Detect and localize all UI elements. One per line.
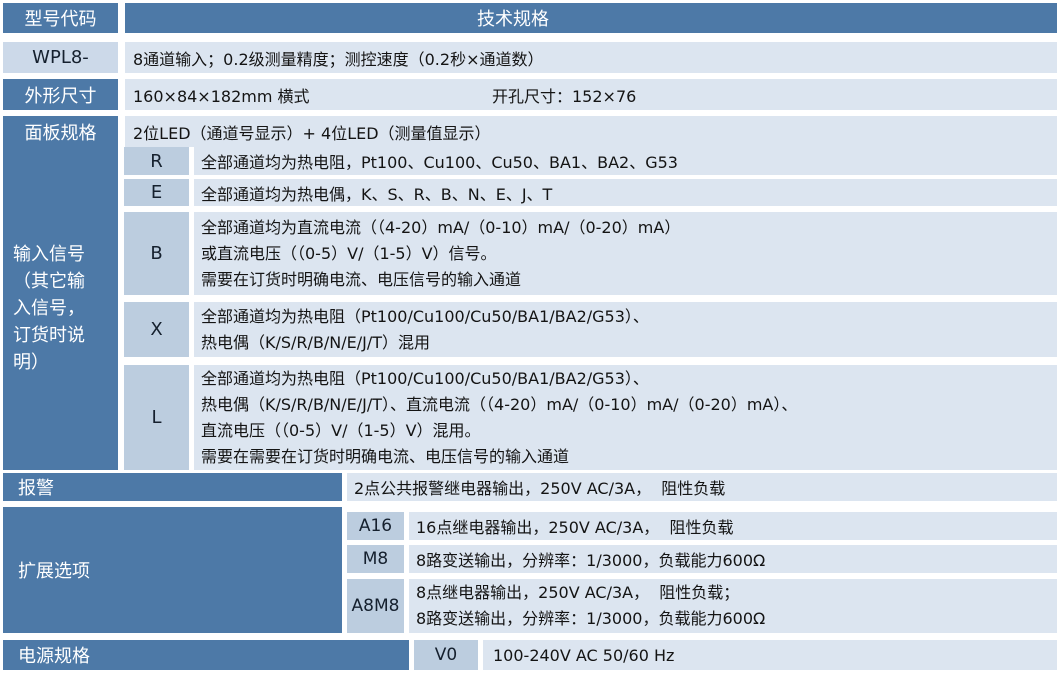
expansion-code-A16: A16	[347, 512, 404, 540]
panel-label-cell: 面板规格	[3, 116, 118, 147]
power-value-cell: 100-240V AC 50/60 Hz	[483, 640, 1057, 670]
option-desc-line: 热电偶（K/S/R/B/N/E/J/T）混用	[201, 332, 431, 352]
alarm-label-cell: 报警	[3, 473, 342, 501]
option-code-B: B	[124, 212, 189, 295]
option-desc-line: 热电偶（K/S/R/B/N/E/J/T）、直流电流（（4-20）mA/（0-10…	[201, 394, 798, 414]
panel-value-cell: 2位LED（通道号显示）+ 4位LED（测量值显示）	[125, 116, 1057, 147]
expansion-desc-line: 8路变送输出，分辨率：1/3000，负载能力600Ω	[416, 609, 766, 628]
expansion-desc-A8M8: 8点继电器输出，250V AC/3A， 阻性负载； 8路变送输出，分辨率：1/3…	[409, 579, 1057, 633]
header-tech-spec-cell: 技术规格	[125, 3, 1057, 33]
option-code-X: X	[124, 302, 189, 357]
option-desc-line: 需要在订货时明确电流、电压信号的输入通道	[201, 269, 522, 289]
option-desc-line: 全部通道均为热电阻（Pt100/Cu100/Cu50/BA1/BA2/G53）、	[201, 368, 649, 388]
cutout-size: 开孔尺寸：152×76	[492, 86, 637, 106]
power-label-cell: 电源规格	[3, 640, 409, 670]
input-signal-label-line: 订货时说	[13, 325, 85, 346]
option-desc-line: 全部通道均为热电阻（Pt100/Cu100/Cu50/BA1/BA2/G53）、	[201, 306, 649, 326]
expansion-code-A8M8: A8M8	[347, 579, 404, 633]
input-signal-label-line: （其它输	[13, 271, 85, 292]
model-desc-cell: 8通道输入；0.2级测量精度；测控速度（0.2秒×通道数）	[125, 42, 1057, 73]
expansion-desc-A16: 16点继电器输出，250V AC/3A， 阻性负载	[409, 512, 1057, 540]
option-desc-line: 全部通道均为直流电流（（4-20）mA/（0-10）mA/（0-20）mA）	[201, 217, 681, 237]
option-desc-B: 全部通道均为直流电流（（4-20）mA/（0-10）mA/（0-20）mA） 或…	[194, 212, 1057, 295]
option-desc-line: 需要在需要在订货时明确电流、电压信号的输入通道	[201, 446, 570, 466]
expansion-desc-M8: 8路变送输出，分辨率：1/3000，负载能力600Ω	[409, 545, 1057, 573]
input-signal-label-cell: 输入信号 （其它输 入信号， 订货时说 明）	[3, 147, 118, 470]
input-signal-label-line: 入信号，	[13, 298, 85, 319]
option-desc-L: 全部通道均为热电阻（Pt100/Cu100/Cu50/BA1/BA2/G53）、…	[194, 365, 1057, 470]
option-desc-line: 直流电压（（0-5）V/（1-5）V）混用。	[201, 420, 481, 440]
expansion-label-cell: 扩展选项	[3, 507, 342, 633]
option-code-L: L	[124, 365, 189, 470]
header-model-code-cell: 型号代码	[3, 3, 118, 33]
alarm-value-cell: 2点公共报警继电器输出，250V AC/3A， 阻性负载	[347, 473, 1057, 501]
power-code-V0: V0	[414, 640, 478, 670]
dimensions-value: 160×84×182mm 横式	[133, 86, 310, 106]
input-signal-label-line: 明）	[13, 352, 49, 373]
dimensions-value-cell: 160×84×182mm 横式 开孔尺寸：152×76	[125, 79, 1057, 110]
expansion-code-M8: M8	[347, 545, 404, 573]
option-desc-line: 或直流电压（（0-5）V/（1-5）V）信号。	[201, 243, 497, 263]
option-desc-E: 全部通道均为热电偶，K、S、R、B、N、E、J、T	[194, 179, 1057, 206]
option-code-R: R	[124, 147, 189, 175]
model-code-cell: WPL8-	[3, 42, 118, 73]
option-desc-X: 全部通道均为热电阻（Pt100/Cu100/Cu50/BA1/BA2/G53）、…	[194, 302, 1057, 357]
dimensions-label-cell: 外形尺寸	[3, 79, 118, 110]
option-code-E: E	[124, 179, 189, 206]
expansion-desc-line: 8点继电器输出，250V AC/3A， 阻性负载；	[416, 583, 740, 602]
input-signal-label-line: 输入信号	[13, 244, 85, 265]
option-desc-R: 全部通道均为热电阻，Pt100、Cu100、Cu50、BA1、BA2、G53	[194, 147, 1057, 175]
